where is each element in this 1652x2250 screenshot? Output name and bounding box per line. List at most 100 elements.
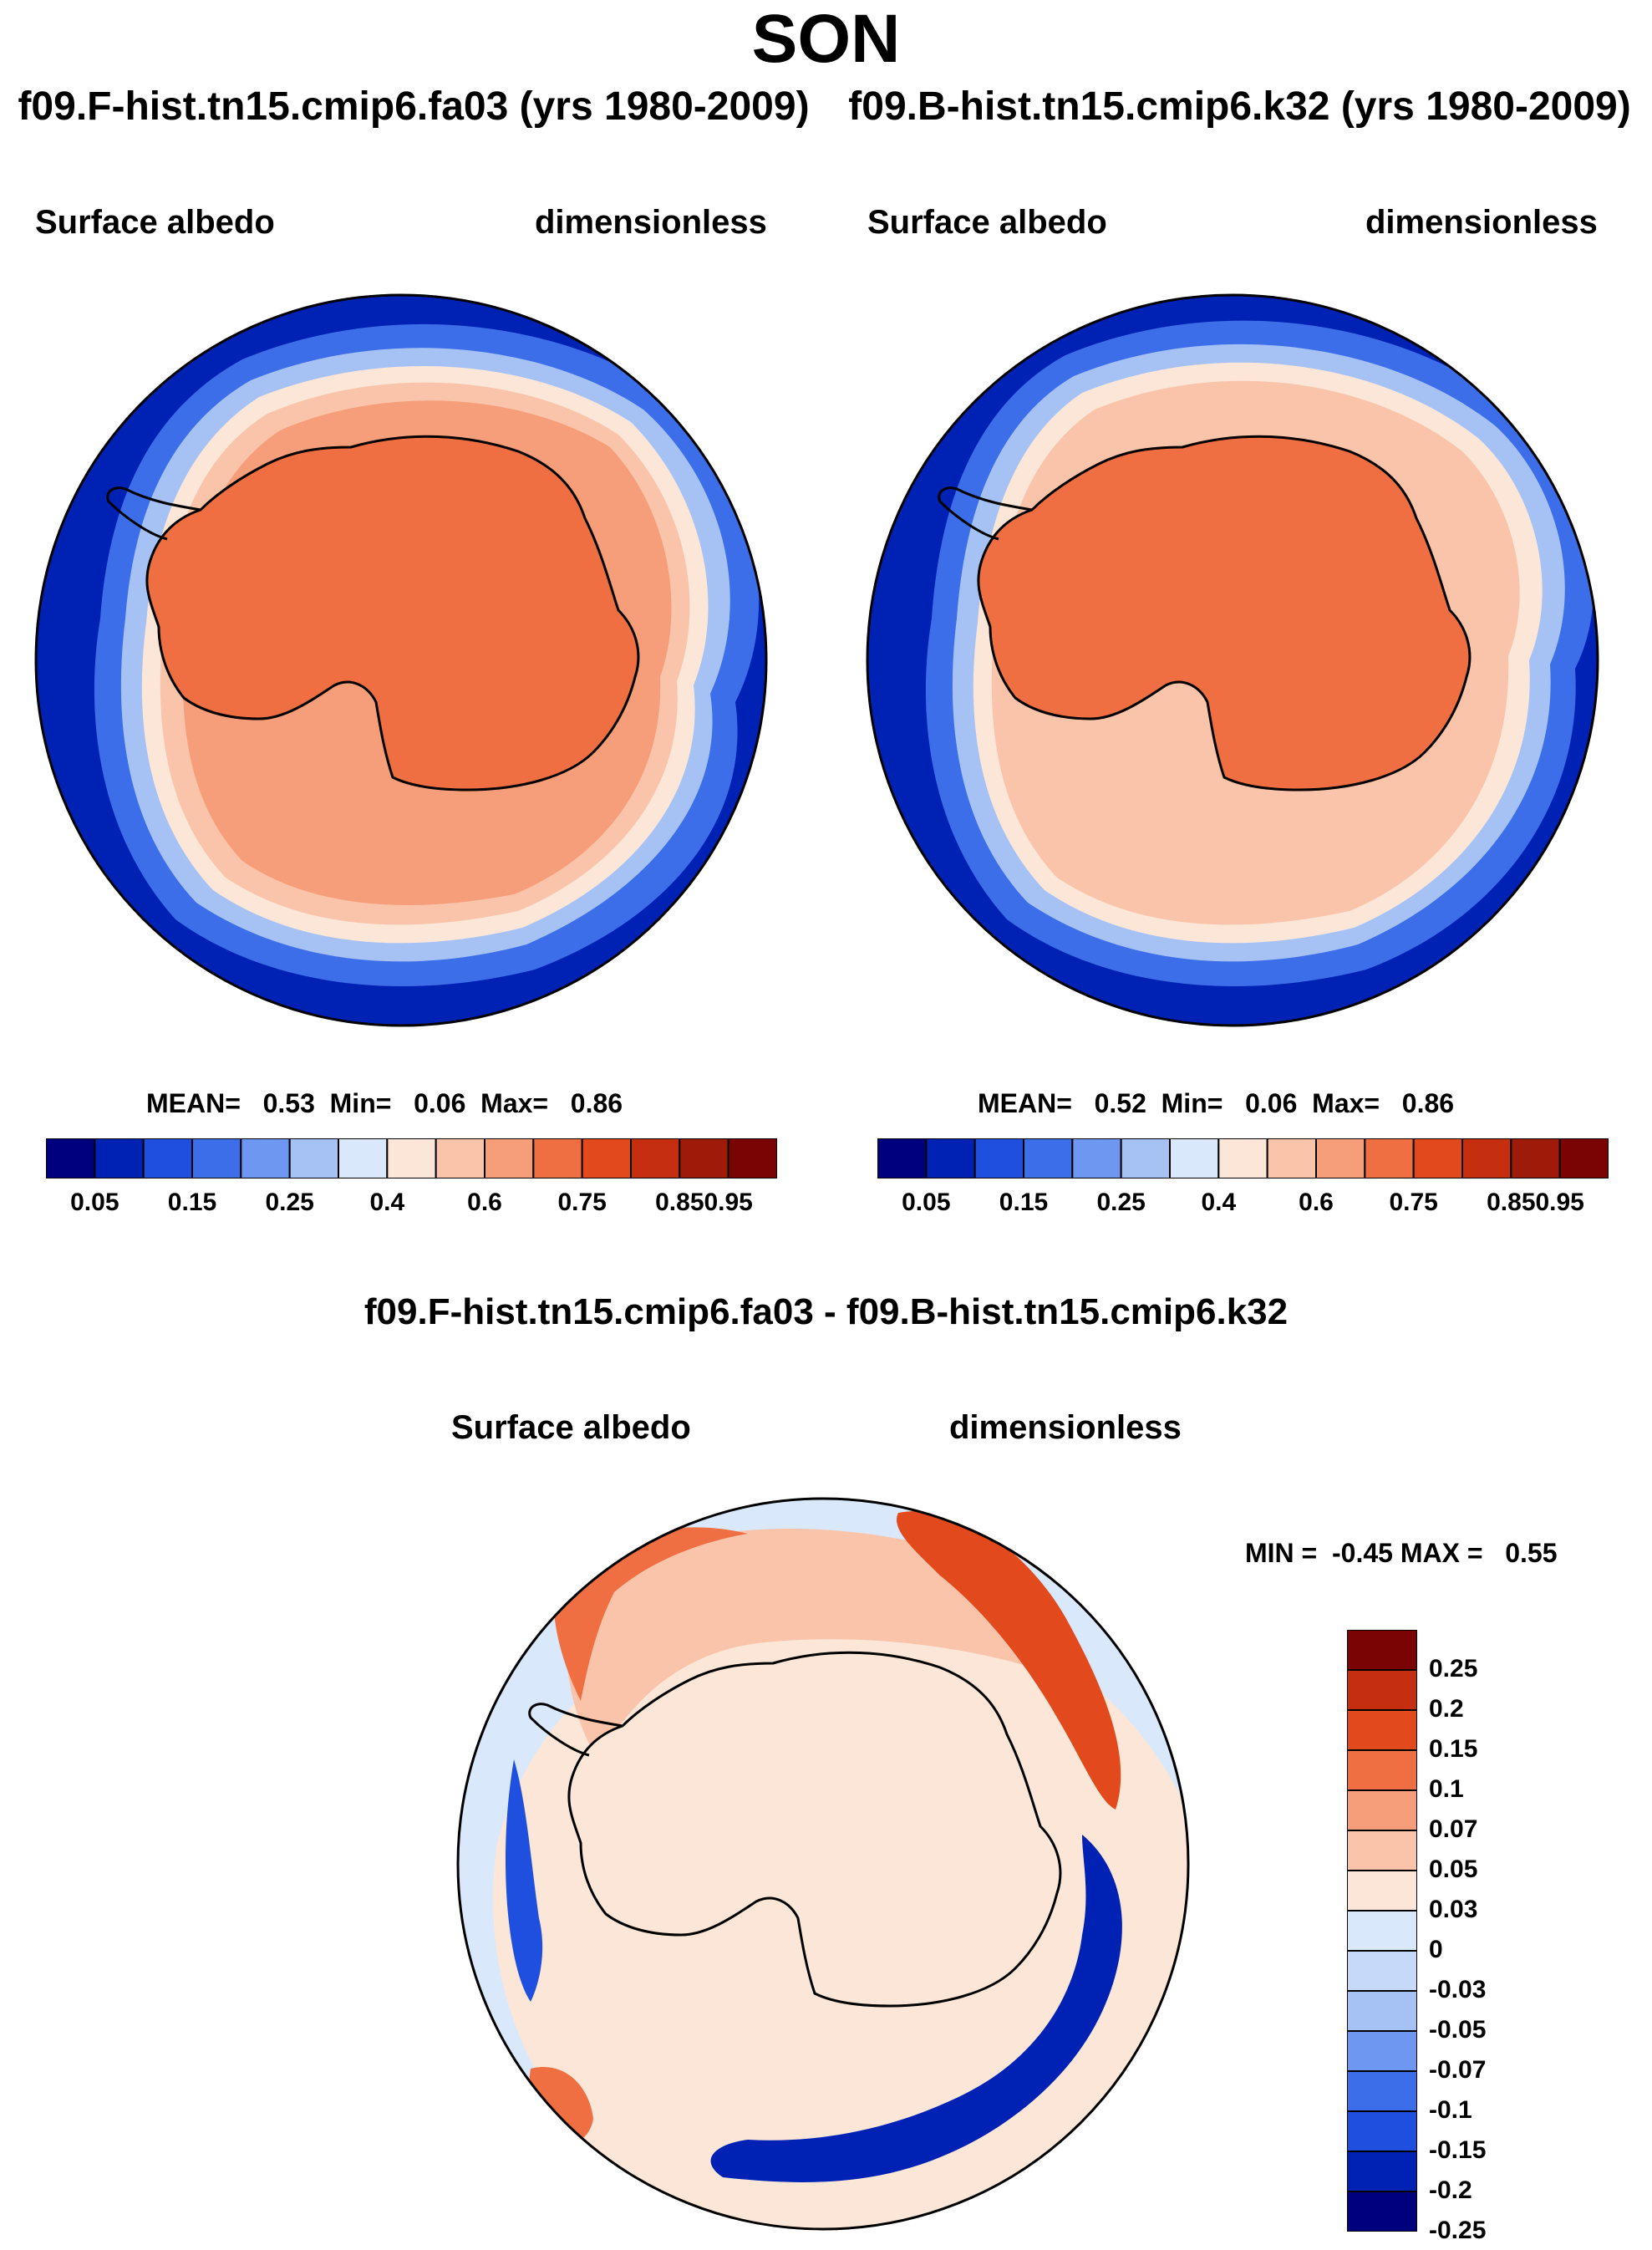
negative-band-west [506, 1759, 543, 2002]
panel1-stats: MEAN= 0.53 Min= 0.06 Max= 0.86 [146, 1088, 623, 1118]
colorbar-swatch [1266, 1138, 1317, 1178]
colorbar-swatch [1364, 1138, 1415, 1178]
colorbar-swatch [1461, 1138, 1512, 1178]
colorbar-swatch [338, 1138, 389, 1178]
antarctica-land [567, 1651, 1062, 2008]
colorbar-tick-label: 0.4 [1201, 1189, 1237, 1216]
colorbar-swatch [1347, 1749, 1417, 1791]
colorbar-tick-label: 0.95 [1535, 1189, 1584, 1216]
colorbar-swatch [1347, 2191, 1417, 2232]
colorbar-tick-label: 0.25 [265, 1189, 314, 1216]
diff-stats: MIN = -0.45 MAX = 0.55 [1245, 1538, 1558, 1568]
colorbar-swatch [1347, 1870, 1417, 1911]
colorbar-tick-label: 0.05 [1429, 1855, 1478, 1883]
colorbar-swatch [1023, 1138, 1074, 1178]
colorbar-tick-label: -0.05 [1429, 2016, 1487, 2044]
colorbar-swatch [1315, 1138, 1366, 1178]
colorbar-tick-label: -0.1 [1429, 2096, 1472, 2124]
antarctic-peninsula [106, 486, 201, 541]
colorbar-tick-label: 0.05 [70, 1189, 119, 1216]
panel2-stats: MEAN= 0.52 Min= 0.06 Max= 0.86 [978, 1088, 1455, 1118]
panel2-units-label: dimensionless [1365, 204, 1598, 241]
colorbar-tick-label: 0.15 [167, 1189, 217, 1216]
diff-units-label: dimensionless [949, 1409, 1182, 1446]
colorbar-swatch [386, 1138, 437, 1178]
colorbar-tick-label: 0.2 [1429, 1695, 1464, 1723]
colorbar-swatch [1347, 1950, 1417, 1992]
colorbar-swatch [142, 1138, 193, 1178]
colorbar-swatch [727, 1138, 777, 1178]
colorbar-tick-label: 0 [1429, 1936, 1443, 1963]
antarctic-peninsula [528, 1703, 623, 1757]
colorbar-tick-label: 0.15 [1429, 1735, 1478, 1763]
colorbar-tick-label: 0.05 [902, 1189, 951, 1216]
colorbar-swatch [1347, 1830, 1417, 1871]
colorbar-tick-label: 0.07 [1429, 1815, 1478, 1843]
colorbar-swatch [288, 1138, 339, 1178]
panel1-units-label: dimensionless [535, 204, 767, 241]
colorbar-swatch [1347, 1630, 1417, 1671]
colorbar-tick-label: 0.75 [557, 1189, 607, 1216]
colorbar-swatch [1120, 1138, 1171, 1178]
colorbar-swatch [1347, 1789, 1417, 1831]
colorbar-tick-label: 0.4 [369, 1189, 405, 1216]
colorbar-swatch [1347, 1990, 1417, 2032]
colorbar-tick-label: 0.25 [1096, 1189, 1146, 1216]
colorbar-swatch [191, 1138, 242, 1178]
colorbar-swatch [925, 1138, 976, 1178]
colorbar-tick-label: 0.6 [467, 1189, 502, 1216]
colorbar-swatch [94, 1138, 145, 1178]
colorbar-swatch [1347, 2030, 1417, 2072]
difference-title: f09.F-hist.tn15.cmip6.fa03 - f09.B-hist.… [363, 1291, 1289, 1332]
colorbar-swatch [1558, 1138, 1609, 1178]
colorbar-tick-label: 0.6 [1299, 1189, 1334, 1216]
colorbar-tick-label: 0.25 [1429, 1655, 1478, 1682]
negative-band-east [710, 1835, 1122, 2182]
colorbar-swatch [532, 1138, 583, 1178]
colorbar-swatch [581, 1138, 633, 1178]
panel1-colorbar [46, 1138, 777, 1178]
colorbar-tick-label: 0.85 [655, 1189, 704, 1216]
panel2-polar-map [866, 293, 1599, 1027]
case-2-title: f09.B-hist.tn15.cmip6.k32 (yrs 1980-2009… [848, 84, 1631, 129]
colorbar-swatch [877, 1138, 928, 1178]
sea-ice-positive [565, 1529, 1032, 1759]
colorbar-tick-label: 0.15 [999, 1189, 1049, 1216]
panel2-variable-label: Surface albedo [867, 204, 1107, 241]
colorbar-tick-label: -0.07 [1429, 2056, 1487, 2084]
colorbar-swatch [973, 1138, 1024, 1178]
colorbar-swatch [1412, 1138, 1464, 1178]
colorbar-tick-label: -0.25 [1429, 2217, 1487, 2244]
colorbar-swatch [1169, 1138, 1220, 1178]
colorbar-swatch [1347, 2110, 1417, 2152]
colorbar-swatch [1217, 1138, 1268, 1178]
antarctica-land [977, 435, 1472, 792]
colorbar-swatch [435, 1138, 485, 1178]
difference-colorbar [1347, 1630, 1417, 2232]
colorbar-tick-label: 0.03 [1429, 1896, 1478, 1923]
difference-polar-map [456, 1497, 1190, 2231]
colorbar-tick-label: 0.85 [1487, 1189, 1536, 1216]
colorbar-swatch [1071, 1138, 1122, 1178]
panel2-colorbar [877, 1138, 1609, 1178]
colorbar-tick-label: -0.2 [1429, 2176, 1472, 2204]
panel1-polar-map [34, 293, 768, 1027]
colorbar-swatch [679, 1138, 729, 1178]
case-1-title: f09.F-hist.tn15.cmip6.fa03 (yrs 1980-200… [18, 84, 810, 129]
colorbar-tick-label: 0.95 [704, 1189, 753, 1216]
colorbar-tick-label: 0.75 [1389, 1189, 1438, 1216]
colorbar-swatch [1347, 1910, 1417, 1952]
panel1-variable-label: Surface albedo [35, 204, 275, 241]
colorbar-swatch [46, 1138, 96, 1178]
colorbar-swatch [1347, 2070, 1417, 2112]
colorbar-swatch [484, 1138, 535, 1178]
colorbar-tick-label: -0.15 [1429, 2136, 1487, 2164]
colorbar-swatch [240, 1138, 291, 1178]
figure-title: SON [751, 1, 901, 77]
colorbar-swatch [630, 1138, 681, 1178]
positive-band-northeast [897, 1510, 1121, 1810]
antarctica-land [145, 435, 640, 792]
colorbar-swatch [1347, 1709, 1417, 1751]
diff-variable-label: Surface albedo [451, 1409, 691, 1446]
colorbar-swatch [1347, 2151, 1417, 2192]
